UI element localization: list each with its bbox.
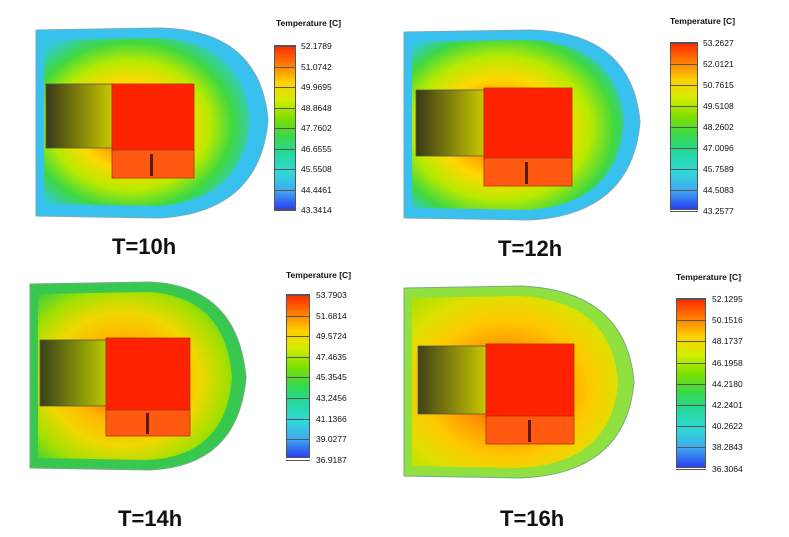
colorbar-tick-label: 52.1789 (301, 41, 332, 51)
colorbar-tick-mark (274, 107, 296, 109)
colorbar-tick-mark (670, 43, 698, 44)
colorbar-tick-mark (676, 447, 706, 449)
colorbar-tick-label: 36.9187 (316, 454, 347, 465)
colorbar-tick-mark (676, 320, 706, 322)
colorbar-tick-label: 46.6555 (301, 143, 332, 154)
colorbar-tick-label: 43.3414 (301, 205, 332, 215)
panel-caption: T=16h (500, 506, 565, 531)
colorbar-tick-mark (286, 315, 310, 317)
colorbar-title: Temperature [C] (286, 270, 352, 280)
panel-caption: T=14h (118, 506, 183, 531)
colorbar-tick-label: 49.5108 (703, 101, 734, 111)
colorbar-tick-mark (670, 211, 698, 212)
colorbar-tick-mark (286, 418, 310, 420)
colorbar-tick-mark (286, 295, 310, 296)
colorbar (670, 42, 698, 210)
colorbar-tick-mark (274, 46, 296, 47)
colorbar-tick-mark (286, 439, 310, 441)
colorbar-tick-mark (676, 362, 706, 364)
colorbar-tick-mark (286, 377, 310, 379)
colorbar-tick-label: 47.4635 (316, 351, 347, 362)
colorbar-title: Temperature [C] (276, 18, 342, 28)
colorbar-tick-mark (274, 128, 296, 129)
colorbar-tick-mark (286, 336, 310, 338)
colorbar-tick-label: 45.7589 (703, 164, 734, 174)
colorbar-tick-label: 49.5724 (316, 331, 347, 342)
colorbar-tick-label: 36.3064 (712, 463, 743, 474)
colorbar-tick-mark (670, 85, 698, 86)
colorbar-tick-label: 42.2401 (712, 400, 743, 410)
colorbar-tick-mark (676, 341, 706, 343)
colorbar-tick-label: 48.8648 (301, 102, 332, 113)
colorbar-tick-mark (286, 459, 310, 461)
colorbar-tick-label: 43.2456 (316, 393, 347, 403)
colorbar-tick-mark (274, 66, 296, 68)
colorbar-tick-mark (670, 106, 698, 107)
colorbar-tick-label: 41.1366 (316, 413, 347, 424)
colorbar-tick-label: 40.2622 (712, 421, 743, 432)
colorbar-tick-mark (676, 299, 706, 300)
colorbar-tick-mark (670, 64, 698, 65)
colorbar (676, 298, 706, 468)
colorbar-tick-mark (274, 169, 296, 170)
colorbar (274, 45, 296, 210)
colorbar-tick-label: 48.2602 (703, 122, 734, 132)
colorbar-tick-label: 45.3545 (316, 372, 347, 383)
panel-caption: T=10h (112, 234, 177, 259)
colorbar-tick-label: 44.2180 (712, 378, 743, 389)
colorbar-tick-mark (676, 405, 706, 406)
panel-caption: T=12h (498, 236, 563, 261)
colorbar-tick-label: 53.2627 (703, 38, 734, 48)
colorbar-tick-mark (676, 426, 706, 428)
colorbar-tick-mark (676, 468, 706, 470)
colorbar (286, 294, 310, 458)
colorbar-tick-label: 52.1295 (712, 294, 743, 304)
colorbar-tick-label: 39.0277 (316, 434, 347, 445)
colorbar-tick-mark (274, 189, 296, 191)
colorbar-tick-mark (670, 148, 698, 149)
colorbar-title: Temperature [C] (676, 272, 742, 282)
colorbar-tick-mark (274, 210, 296, 211)
colorbar-tick-label: 45.5508 (301, 164, 332, 174)
colorbar-tick-label: 53.7903 (316, 290, 347, 300)
colorbar-tick-label: 52.0121 (703, 59, 734, 69)
colorbar-tick-mark (286, 398, 310, 399)
colorbar-tick-mark (670, 169, 698, 170)
colorbar-tick-mark (286, 356, 310, 358)
colorbar-tick-mark (274, 87, 296, 88)
colorbar-tick-label: 47.7602 (301, 123, 332, 133)
colorbar-tick-label: 50.7615 (703, 80, 734, 90)
colorbar-tick-label: 49.9695 (301, 82, 332, 92)
colorbar-tick-label: 50.1516 (712, 315, 743, 326)
colorbar-tick-label: 51.6814 (316, 310, 347, 321)
colorbar-tick-mark (670, 190, 698, 191)
colorbar-tick-label: 38.2843 (712, 442, 743, 453)
colorbar-tick-mark (274, 148, 296, 150)
colorbar-tick-label: 48.1737 (712, 336, 743, 347)
colorbar-tick-label: 44.4461 (301, 184, 332, 195)
colorbar-tick-label: 46.1958 (712, 357, 743, 368)
colorbar-tick-label: 47.0096 (703, 143, 734, 153)
colorbar-tick-label: 44.5083 (703, 185, 734, 195)
colorbar-tick-mark (676, 383, 706, 385)
colorbar-tick-label: 43.2577 (703, 206, 734, 216)
colorbar-tick-mark (670, 127, 698, 128)
colorbar-title: Temperature [C] (670, 16, 736, 26)
colorbar-tick-label: 51.0742 (301, 61, 332, 72)
